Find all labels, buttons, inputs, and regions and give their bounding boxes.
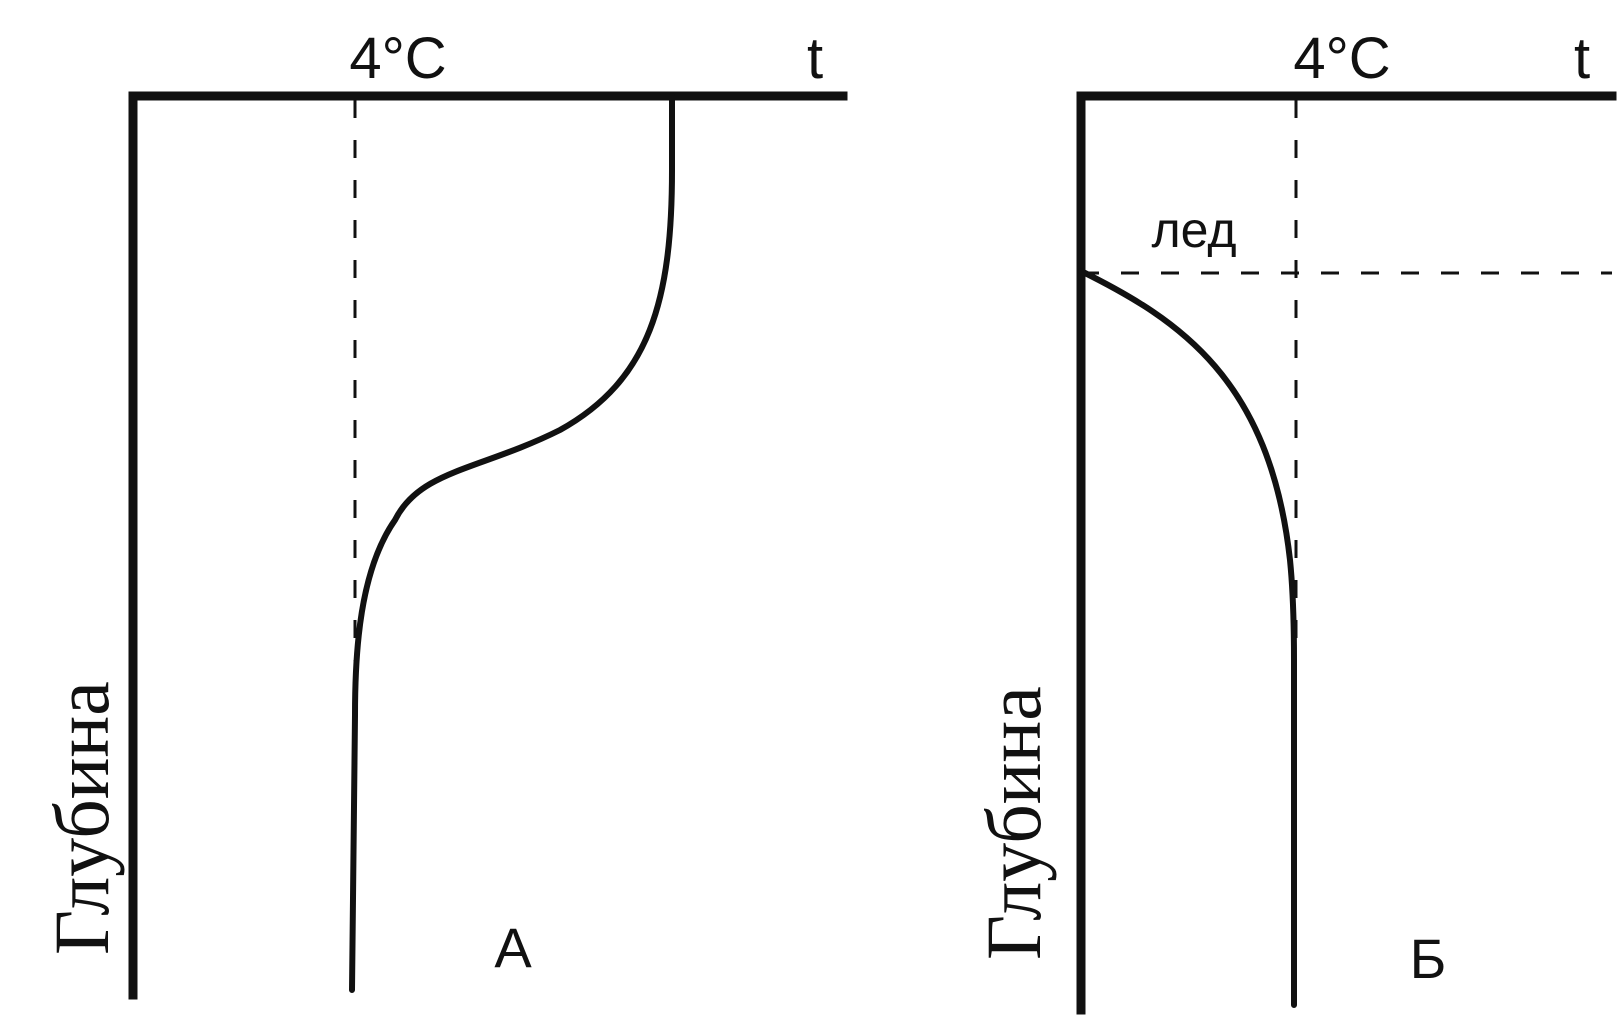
- panel-a-letter: А: [494, 916, 532, 979]
- panel-b-letter: Б: [1410, 927, 1447, 990]
- panel-a-temperature-profile: [349, 93, 675, 993]
- panel-b-depth-label: Глубина: [970, 686, 1057, 960]
- panel-a: 4°C t Глубина А: [38, 26, 848, 1000]
- panel-a-depth-label: Глубина: [38, 681, 125, 955]
- panel-b-t-label: t: [1574, 26, 1590, 91]
- panel-b-4c-label: 4°C: [1293, 26, 1390, 91]
- panel-b-ice-label: лед: [1151, 202, 1236, 258]
- panel-b: 4°C t лед Глубина Б: [970, 26, 1617, 1015]
- panel-a-t-label: t: [807, 26, 823, 91]
- panel-a-4c-label: 4°C: [349, 26, 446, 91]
- panel-b-temperature-profile: [1078, 268, 1297, 1008]
